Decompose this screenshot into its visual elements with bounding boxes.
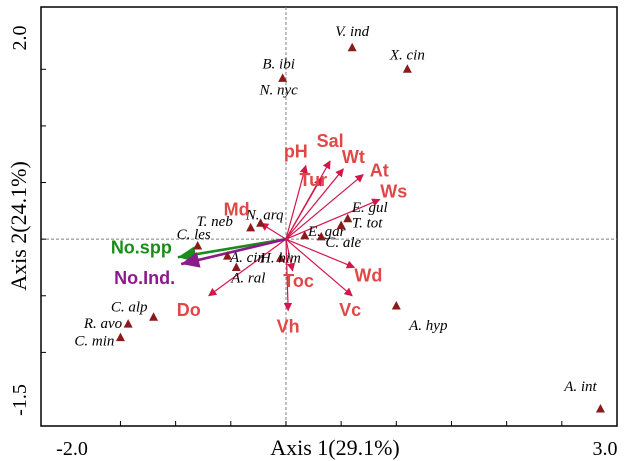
diversity-arrowhead-no-ind	[181, 252, 201, 268]
species-label-e-gar: E. gar	[307, 224, 346, 240]
species-point-c-min	[115, 332, 125, 342]
plot-frame	[40, 6, 618, 427]
env-vector-do	[208, 238, 287, 297]
env-vector-vh	[283, 239, 293, 312]
env-label-do: Do	[177, 300, 201, 320]
env-vector-tur	[285, 177, 322, 240]
species-point-a-hyp	[391, 300, 401, 310]
species-point-e-gar	[300, 230, 310, 240]
species-label-x-cin: X. cin	[389, 47, 425, 63]
species-label-r-avo: R. avo	[83, 316, 123, 332]
env-vector-wd	[285, 238, 356, 269]
env-vector-vc	[285, 238, 353, 297]
x-tick-label-left: -2.0	[56, 438, 88, 460]
species-label-t-neb: T. neb	[196, 214, 233, 230]
species-point-v-ind	[347, 42, 357, 52]
env-label-ws: Ws	[380, 182, 407, 202]
species-point-c-ale	[316, 231, 326, 241]
species-label-e-gul: E. gul	[351, 200, 388, 216]
species-point-n-arq	[256, 218, 266, 227]
env-label-tur: Tur	[299, 170, 327, 190]
x-tick-label-right: 3.0	[593, 438, 618, 460]
species-point-t-neb	[246, 222, 256, 232]
species-point-h-him	[275, 253, 285, 262]
env-label-ph: pH	[284, 142, 308, 162]
species-label-n-arq: N. arq	[245, 207, 284, 223]
env-label-at: At	[370, 161, 389, 181]
env-vector-ws	[285, 198, 381, 240]
y-tick-marks	[41, 68, 46, 353]
env-vector-md	[259, 222, 287, 240]
species-point-a-ral	[231, 262, 241, 271]
diversity-label-no-spp: No.spp	[111, 237, 172, 257]
x-tick-marks	[119, 421, 563, 426]
y-axis-title: Axis 2(24.1%)	[6, 161, 31, 291]
x-axis-title: Axis 1(29.1%)	[270, 435, 400, 460]
species-label-n-nyc: N. nyc	[258, 82, 298, 98]
species-point-c-les	[193, 240, 203, 250]
env-vector-toc	[285, 239, 296, 272]
env-label-wt: Wt	[342, 147, 365, 167]
species-point-a-int	[595, 404, 605, 413]
species-point-c-alp	[149, 312, 159, 321]
env-label-wd: Wd	[354, 265, 382, 285]
env-label-sal: Sal	[317, 131, 344, 151]
species-label-v-ind: V. ind	[335, 24, 369, 40]
species-label-c-les: C. les	[177, 227, 211, 243]
diversity-label-no-ind: No.Ind.	[114, 268, 175, 288]
species-point-e-gul	[343, 213, 353, 223]
species-label-a-cin: A. cin	[229, 250, 265, 266]
species-label-t-tot: T. tot	[352, 216, 383, 232]
species-label-b-ibi: B. ibi	[262, 56, 295, 72]
env-vector-ph	[285, 164, 308, 240]
species-layer: V. ind X. cin B. ibi N. nyc N. arq T. neb E. g…	[74, 24, 605, 413]
y-tick-label-top: 2.0	[9, 26, 31, 51]
species-label-a-hyp: A. hyp	[408, 318, 448, 334]
env-label-vc: Vc	[339, 300, 361, 320]
species-label-a-ral: A. ral	[230, 270, 265, 286]
species-point-r-avo	[123, 319, 133, 328]
env-label-toc: Toc	[283, 271, 314, 291]
species-point-t-tot	[336, 220, 346, 230]
vectors-layer	[177, 160, 381, 312]
species-label-a-int: A. int	[563, 379, 597, 395]
env-vector-wt	[285, 168, 344, 240]
species-label-c-alp: C. alp	[111, 299, 148, 315]
species-point-b-ibi	[278, 73, 288, 82]
species-point-x-cin	[402, 64, 412, 73]
env-vector-at	[285, 174, 364, 240]
species-label-h-him: H. him	[259, 250, 301, 266]
species-label-c-min: C. min	[74, 334, 114, 350]
env-label-vh: Vh	[277, 316, 300, 336]
env-label-md: Md	[224, 199, 250, 219]
species-label-c-ale: C. ale	[325, 235, 361, 251]
y-tick-label-bottom: -1.5	[9, 384, 31, 416]
zero-lines	[41, 7, 617, 426]
species-point-a-cin	[222, 251, 232, 260]
